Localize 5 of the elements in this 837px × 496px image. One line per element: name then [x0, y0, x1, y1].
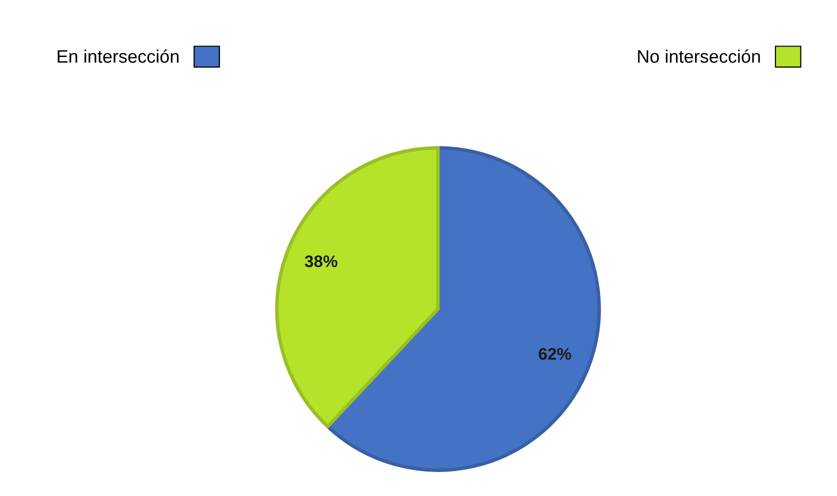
pie-slice: [275, 146, 440, 428]
data-label: 38%: [304, 255, 338, 268]
legend-label: No intersección: [638, 49, 760, 63]
legend-label: En intersección: [58, 49, 179, 63]
data-label: 62%: [538, 348, 572, 360]
